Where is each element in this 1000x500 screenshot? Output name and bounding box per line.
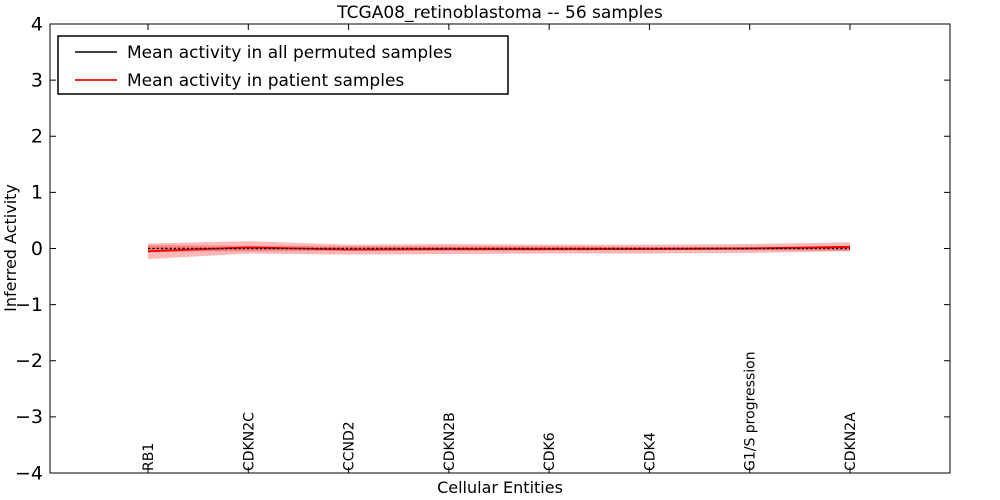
y-axis-label: Inferred Activity (1, 184, 20, 312)
x-tick-label: CCND2 (342, 421, 358, 471)
y-tick-label: −2 (15, 350, 43, 372)
y-tick-label: 3 (31, 69, 43, 91)
plot-area: −4 −3 −2 −1 0 1 2 3 4 RB1 CDKN2C CCND2 CDKN2B CDK6 CDK… (15, 13, 950, 484)
x-tick-label: CDK6 (542, 432, 558, 471)
band-1 (148, 241, 850, 260)
legend-label-permuted: Mean activity in all permuted samples (127, 43, 452, 63)
y-tick-label: −4 (15, 462, 43, 484)
y-tick-label: 0 (31, 238, 43, 260)
x-tick-label: CDKN2C (241, 412, 257, 471)
legend-box (57, 35, 509, 95)
chart-title: TCGA08_retinoblastoma -- 56 samples (336, 3, 663, 23)
x-tick-label: CDK4 (642, 432, 658, 471)
y-tick-label: −1 (15, 294, 43, 316)
y-tick-label: 1 (31, 182, 43, 204)
x-tick-label: CDKN2B (442, 412, 458, 471)
x-tick-label: G1/S progression (743, 351, 759, 471)
axes-border (49, 23, 951, 474)
x-tick-label: CDKN2A (843, 412, 859, 471)
legend-label-patient: Mean activity in patient samples (127, 71, 404, 91)
y-tick-label: −3 (15, 406, 43, 428)
x-tick-label: RB1 (141, 443, 157, 471)
legend: Mean activity in all permuted samples Me… (57, 35, 509, 95)
y-tick-label: 4 (31, 13, 43, 35)
y-tick-label: 2 (31, 126, 43, 148)
x-axis-label: Cellular Entities (437, 478, 563, 497)
